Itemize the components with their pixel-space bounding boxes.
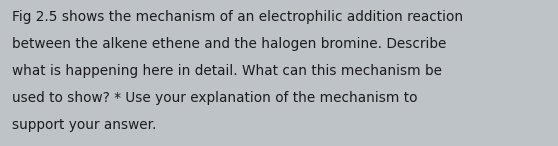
Text: used to show? * Use your explanation of the mechanism to: used to show? * Use your explanation of … — [12, 91, 418, 105]
Text: Fig 2.5 shows the mechanism of an electrophilic addition reaction: Fig 2.5 shows the mechanism of an electr… — [12, 10, 463, 24]
Text: what is happening here in detail. What can this mechanism be: what is happening here in detail. What c… — [12, 64, 442, 78]
Text: between the alkene ethene and the halogen bromine. Describe: between the alkene ethene and the haloge… — [12, 37, 446, 51]
Text: support your answer.: support your answer. — [12, 118, 157, 132]
